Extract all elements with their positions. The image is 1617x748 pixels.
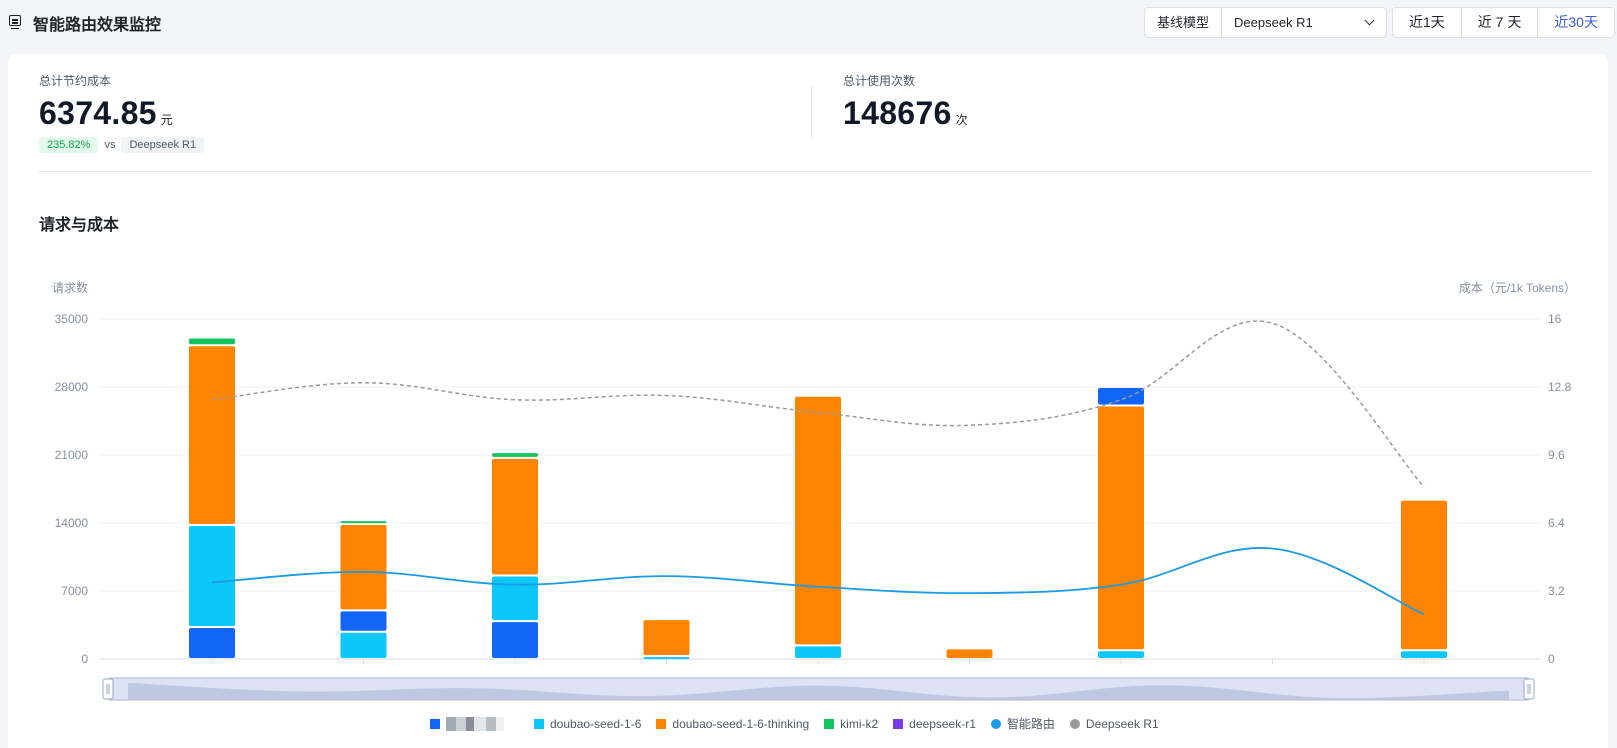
chart-legend: doubao-seed-1-6 doubao-seed-1-6-thinking k… [430,715,1174,732]
y2-tick-label: 12.8 [1548,380,1572,394]
bar-segment [189,525,235,626]
bar-segment [189,627,235,658]
baseline-model-selector: 基线模型 Deepseek R1 [1144,7,1388,38]
legend-item[interactable]: deepseek-r1 [893,717,976,731]
y-tick-label: 21000 [55,448,89,462]
bar-segment [189,338,235,345]
vs-label: vs [104,139,116,151]
zoom-slider-preview [128,682,1509,700]
zoom-handle-left[interactable] [102,678,114,700]
legend-item[interactable]: 智能路由 [990,715,1055,732]
legend-label: 智能路由 [1006,717,1055,731]
legend-label: Deepseek R1 [1085,716,1159,731]
bar-segment [1098,651,1144,658]
y2-tick-label: 16 [1548,312,1562,326]
y-tick-label: 35000 [55,312,89,326]
legend-label-redacted [446,716,504,731]
y-tick-label: 14000 [55,516,89,530]
bar-segment [946,649,993,658]
monitor-icon [9,15,21,29]
bar-segment [189,346,235,524]
bar-segment [492,453,538,457]
y-tick-label: 7000 [61,584,88,598]
usage-stat: 总计使用次数 148676 次 [843,72,968,132]
section-title: 请求与成本 [39,217,120,234]
savings-percent-badge: 235.82% [39,137,99,153]
legend-label: doubao-seed-1-6-thinking [672,716,810,731]
legend-swatch [1069,718,1080,729]
baseline-model-value: Deepseek R1 [1234,15,1313,30]
range-7-days-button[interactable]: 近 7 天 [1462,8,1539,37]
savings-comparison: 235.82% vs Deepseek R1 [39,137,205,153]
bar-segment [1401,651,1447,658]
legend-swatch [534,718,544,729]
y-axis-title: 请求数 [52,280,88,295]
bar-segment [643,657,690,660]
bar-segment [1098,406,1144,650]
zoom-handle-right[interactable] [1523,678,1535,700]
y2-tick-label: 0 [1548,652,1555,666]
range-1-day-button[interactable]: 近1天 [1393,8,1462,37]
savings-label: 总计节约成本 [39,74,112,88]
legend-label: kimi-k2 [840,716,879,731]
legend-label: deepseek-r1 [909,716,976,731]
bar-segment [1098,388,1144,405]
bar-segment [492,576,538,621]
y-tick-label: 28000 [55,380,89,394]
time-range-selector: 近1天 近 7 天 近30天 [1392,7,1615,38]
y2-tick-label: 3.2 [1548,584,1565,598]
bar-segment [340,524,387,610]
bar-segment [492,622,538,658]
bar-segment [340,632,387,658]
legend-swatch [824,718,835,729]
compare-model-badge: Deepseek R1 [121,137,205,153]
baseline-model-label: 基线模型 [1145,8,1223,37]
y2-axis-title: 成本（元/1k Tokens） [1459,281,1576,295]
router-cost-line [211,547,1425,616]
page-title: 智能路由效果监控 [33,17,162,34]
usage-value-row: 148676 次 [843,95,968,132]
usage-unit: 次 [955,113,968,127]
legend-label: doubao-seed-1-6 [550,716,642,731]
legend-item[interactable]: Deepseek R1 [1069,716,1159,731]
stat-divider [811,86,812,140]
range-30-days-button[interactable]: 近30天 [1554,14,1598,30]
legend-swatch [430,718,440,729]
bar-segment [643,620,690,656]
savings-value: 6374.85 [39,95,157,131]
savings-stat: 总计节约成本 6374.85 元 235.82% vs Deepseek R1 [39,72,205,153]
savings-value-row: 6374.85 元 [39,95,204,132]
bar-segment [1401,500,1447,650]
y-tick-label: 0 [81,652,88,666]
header-bar: 智能路由效果监控 基线模型 Deepseek R1 近1天 近 7 天 近30天 [0,0,1617,44]
bar-segment [492,458,538,575]
legend-item[interactable]: doubao-seed-1-6 [534,717,641,731]
legend-swatch [656,718,667,729]
y2-tick-label: 9.6 [1548,448,1565,462]
bar-segment [340,611,387,631]
legend-item[interactable] [430,716,504,731]
legend-item[interactable]: kimi-k2 [824,717,878,731]
y2-tick-label: 6.4 [1548,516,1565,530]
legend-swatch [990,718,1001,729]
savings-unit: 元 [160,113,174,127]
usage-label: 总计使用次数 [843,74,916,88]
bar-segment [795,396,841,645]
baseline-model-dropdown[interactable]: Deepseek R1 [1222,8,1386,37]
section-divider [39,171,1591,172]
bar-segment [795,646,841,658]
legend-item[interactable]: doubao-seed-1-6-thinking [656,717,809,731]
usage-value: 148676 [843,95,952,131]
bar-segment [340,521,387,524]
legend-swatch [893,718,904,729]
